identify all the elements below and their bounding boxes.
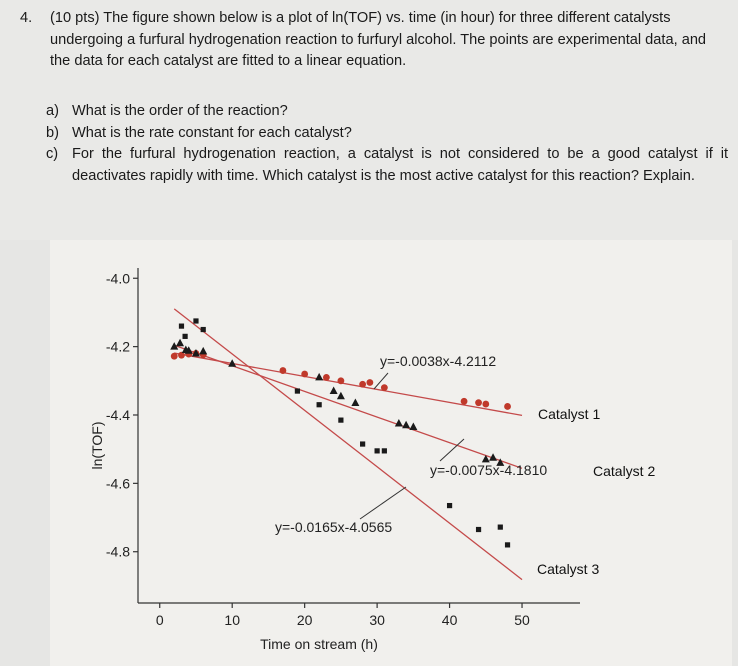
- point-catalyst-2: [329, 386, 338, 395]
- point-catalyst-1: [337, 377, 345, 385]
- point-catalyst-3: [374, 448, 380, 454]
- point-catalyst-2: [199, 346, 208, 355]
- point-catalyst-3: [178, 323, 185, 329]
- point-catalyst-2: [351, 398, 360, 407]
- point-catalyst-1: [279, 367, 287, 374]
- point-catalyst-2: [489, 453, 498, 461]
- point-catalyst-2: [481, 454, 490, 463]
- part-label: c): [46, 146, 59, 162]
- fit-equation-label: y=-0.0075x-4.1810: [430, 462, 547, 478]
- part-text: For the furfural hydrogenation reaction,…: [72, 146, 728, 184]
- point-catalyst-3: [475, 526, 482, 533]
- point-catalyst-3: [360, 441, 366, 447]
- point-catalyst-2: [191, 348, 200, 357]
- catalyst-label: Catalyst 3: [537, 561, 599, 577]
- catalyst-label: Catalyst 2: [593, 463, 655, 479]
- data-points: [170, 318, 511, 548]
- question-part-b: b) What is the rate constant for each ca…: [46, 123, 728, 145]
- point-catalyst-3: [200, 326, 206, 333]
- point-catalyst-2: [394, 419, 403, 427]
- part-text: What is the order of the reaction?: [72, 103, 288, 119]
- point-catalyst-3: [294, 388, 301, 394]
- figure-panel: -4.0 -4.2 -4.4 -4.6 -4.8 0 10 20 30 40 50 y=-0.003…: [50, 240, 732, 666]
- question-block: 4. (10 pts) The figure shown below is a …: [0, 0, 738, 240]
- point-catalyst-3: [338, 417, 344, 423]
- point-catalyst-2: [184, 346, 193, 354]
- part-text: What is the rate constant for each catal…: [72, 124, 352, 141]
- part-label: a): [46, 103, 59, 119]
- fit-equation-label: y=-0.0038x-4.2112: [380, 353, 496, 369]
- point-catalyst-1: [482, 400, 490, 408]
- point-catalyst-1: [475, 399, 482, 407]
- equation-pointer: [439, 438, 465, 462]
- question-number: 4.: [20, 10, 33, 26]
- chart-annotations: y=-0.0038x-4.2112 Catalyst 1 y=-0.0075x-4.…: [275, 353, 655, 577]
- fit-line-3: [173, 308, 523, 581]
- x-tick-label: 20: [297, 612, 313, 628]
- part-label: b): [46, 124, 59, 141]
- question-part-c: c) For the furfural hydrogenation reacti…: [46, 144, 728, 187]
- point-catalyst-3: [504, 542, 511, 548]
- point-catalyst-3: [182, 333, 188, 339]
- point-catalyst-1: [380, 384, 388, 392]
- point-catalyst-1: [460, 397, 468, 405]
- point-catalyst-2: [176, 338, 185, 347]
- point-catalyst-2: [402, 420, 411, 429]
- point-catalyst-2: [315, 372, 324, 381]
- point-catalyst-1: [359, 380, 367, 388]
- chart-axes: -4.0 -4.2 -4.4 -4.6 -4.8 0 10 20 30 40 50: [106, 268, 580, 628]
- y-tick-label: -4.2: [106, 339, 130, 355]
- question-stem-block: 4. (10 pts) The figure shown below is a …: [20, 8, 726, 73]
- point-catalyst-1: [301, 370, 309, 378]
- y-tick-label: -4.6: [106, 475, 130, 491]
- point-catalyst-3: [497, 524, 503, 530]
- y-tick-label: -4.8: [106, 544, 130, 560]
- x-tick-label: 30: [369, 612, 385, 628]
- catalyst-label: Catalyst 1: [538, 406, 600, 422]
- fit-lines: [173, 308, 523, 581]
- point-catalyst-2: [170, 342, 179, 350]
- y-tick-label: -4.0: [106, 270, 130, 286]
- question-parts: a) What is the order of the reaction? b)…: [46, 101, 728, 187]
- fit-equation-label: y=-0.0165x-4.0565: [275, 519, 392, 535]
- point-catalyst-2: [409, 422, 418, 430]
- x-axis-label: Time on stream (h): [260, 636, 378, 652]
- point-catalyst-3: [446, 502, 453, 509]
- point-catalyst-1: [366, 379, 374, 386]
- point-catalyst-2: [228, 359, 237, 367]
- x-tick-label: 50: [514, 612, 530, 628]
- x-tick-label: 10: [224, 612, 240, 628]
- point-catalyst-1: [322, 373, 330, 381]
- point-catalyst-3: [381, 448, 387, 454]
- point-catalyst-3: [193, 318, 199, 324]
- point-catalyst-1: [178, 351, 185, 359]
- question-part-a: a) What is the order of the reaction?: [46, 101, 728, 123]
- y-axis-label: ln(TOF): [89, 422, 105, 470]
- point-catalyst-2: [496, 458, 505, 466]
- x-tick-label: 40: [442, 612, 458, 628]
- point-catalyst-1: [504, 403, 511, 410]
- point-catalyst-3: [316, 402, 322, 408]
- scatter-chart: -4.0 -4.2 -4.4 -4.6 -4.8 0 10 20 30 40 50 y=-0.003…: [89, 268, 655, 652]
- equation-pointer: [359, 486, 407, 520]
- point-catalyst-1: [170, 352, 178, 360]
- x-tick-label: 0: [156, 612, 164, 628]
- point-catalyst-2: [336, 391, 345, 400]
- equation-pointer: [373, 372, 389, 390]
- question-stem: (10 pts) The figure shown below is a plo…: [50, 10, 707, 69]
- y-tick-label: -4.4: [106, 407, 130, 423]
